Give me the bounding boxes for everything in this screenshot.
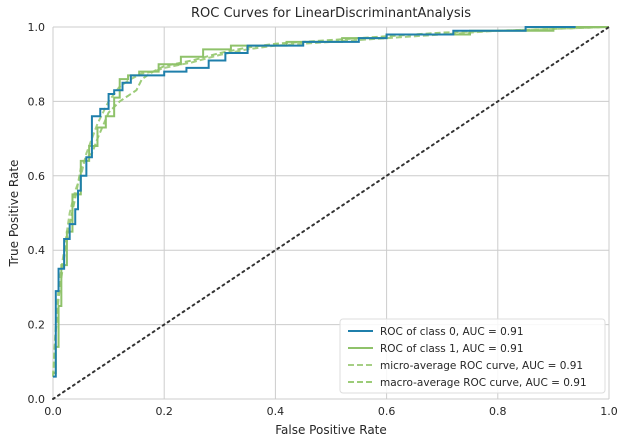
y-tick-label-1: 0.2 (28, 319, 46, 332)
y-tick-label-5: 1.0 (28, 21, 46, 34)
x-tick-label-1: 0.2 (155, 405, 173, 418)
roc-curves (52, 26, 610, 400)
diagonal-reference-line (52, 26, 610, 400)
legend-label-3: macro-average ROC curve, AUC = 0.91 (380, 377, 587, 389)
x-tick-label-2: 0.4 (267, 405, 285, 418)
x-tick-label-0: 0.0 (44, 405, 62, 418)
y-tick-label-4: 0.8 (28, 95, 46, 108)
y-tick-label-0: 0.0 (28, 393, 46, 406)
legend-label-0: ROC of class 0, AUC = 0.91 (380, 326, 524, 338)
y-tick-label-3: 0.6 (28, 170, 46, 183)
legend: ROC of class 0, AUC = 0.91 ROC of class 1… (339, 318, 606, 394)
y-tick-label-2: 0.4 (28, 244, 46, 257)
grid-lines (52, 26, 610, 400)
legend-label-1: ROC of class 1, AUC = 0.91 (380, 343, 524, 355)
tick-labels: 0.0 0.2 0.4 0.6 0.8 1.0 0.0 0.2 0.4 0.6 0.8 1.0 (28, 21, 618, 418)
chart-title: ROC Curves for LinearDiscriminantAnalysi… (191, 6, 471, 21)
legend-box (339, 318, 606, 394)
x-tick-label-3: 0.6 (378, 405, 396, 418)
x-axis-label: False Positive Rate (275, 423, 387, 437)
y-axis-label: True Positive Rate (7, 160, 21, 268)
x-tick-label-4: 0.8 (489, 405, 507, 418)
roc-series-0 (53, 26, 576, 378)
legend-label-2: micro-average ROC curve, AUC = 0.91 (380, 360, 583, 372)
x-tick-label-5: 1.0 (600, 405, 618, 418)
roc-series-1 (53, 26, 609, 374)
